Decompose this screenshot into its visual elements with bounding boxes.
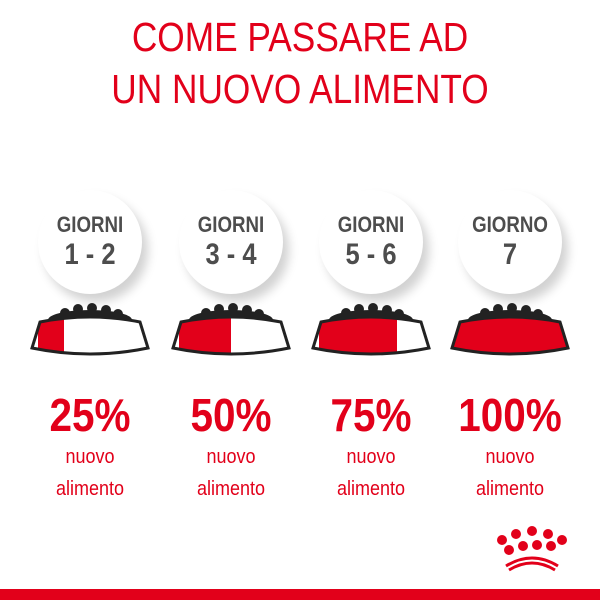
food-bowl-icon (171, 303, 291, 356)
day-label: GIORNI (56, 212, 124, 237)
food-bowl-icon (450, 303, 570, 356)
new-food-fill (452, 317, 568, 354)
new-food-fill (38, 317, 64, 354)
step-4: GIORNO 7 100% nuovo alimento (440, 190, 580, 510)
day-badge: GIORNO 7 (458, 190, 562, 294)
caption-line-1: nuovo (206, 446, 256, 468)
percent-value: 100% (458, 389, 562, 441)
caption-line-1: nuovo (346, 446, 396, 468)
day-badge: GIORNI 5 - 6 (319, 190, 423, 294)
step-1: GIORNI 1 - 2 25% nuovo alimento (20, 190, 160, 510)
title-line-2: UN NUOVO ALIMENTO (111, 66, 489, 112)
percent-value: 25% (49, 389, 131, 441)
food-bowl-icon (30, 303, 150, 356)
step-2: GIORNI 3 - 4 50% nuovo alimento (161, 190, 301, 510)
caption-line-1: nuovo (65, 446, 115, 468)
caption-line-2: alimento (336, 478, 406, 500)
day-badge: GIORNI 3 - 4 (179, 190, 283, 294)
caption-line-2: alimento (475, 478, 545, 500)
day-range: 3 - 4 (205, 238, 257, 271)
caption-line-2: alimento (196, 478, 266, 500)
title-line-1: COME PASSARE AD (131, 14, 469, 60)
food-bowl-icon (311, 303, 431, 356)
royal-canin-crown-logo (497, 526, 567, 572)
day-label: GIORNI (337, 212, 405, 237)
new-food-fill (179, 317, 231, 354)
day-range: 5 - 6 (345, 238, 397, 271)
caption-line-1: nuovo (485, 446, 535, 468)
percent-value: 50% (190, 389, 272, 441)
day-range: 1 - 2 (64, 238, 116, 271)
caption-line-2: alimento (55, 478, 125, 500)
percent-value: 75% (330, 389, 412, 441)
new-food-fill (319, 317, 397, 354)
day-badge: GIORNI 1 - 2 (38, 190, 142, 294)
day-range: 7 (502, 238, 518, 271)
bottom-red-bar (0, 589, 600, 600)
step-3: GIORNI 5 - 6 75% nuovo alimento (301, 190, 441, 510)
day-label: GIORNI (197, 212, 265, 237)
day-label: GIORNO (472, 212, 548, 237)
